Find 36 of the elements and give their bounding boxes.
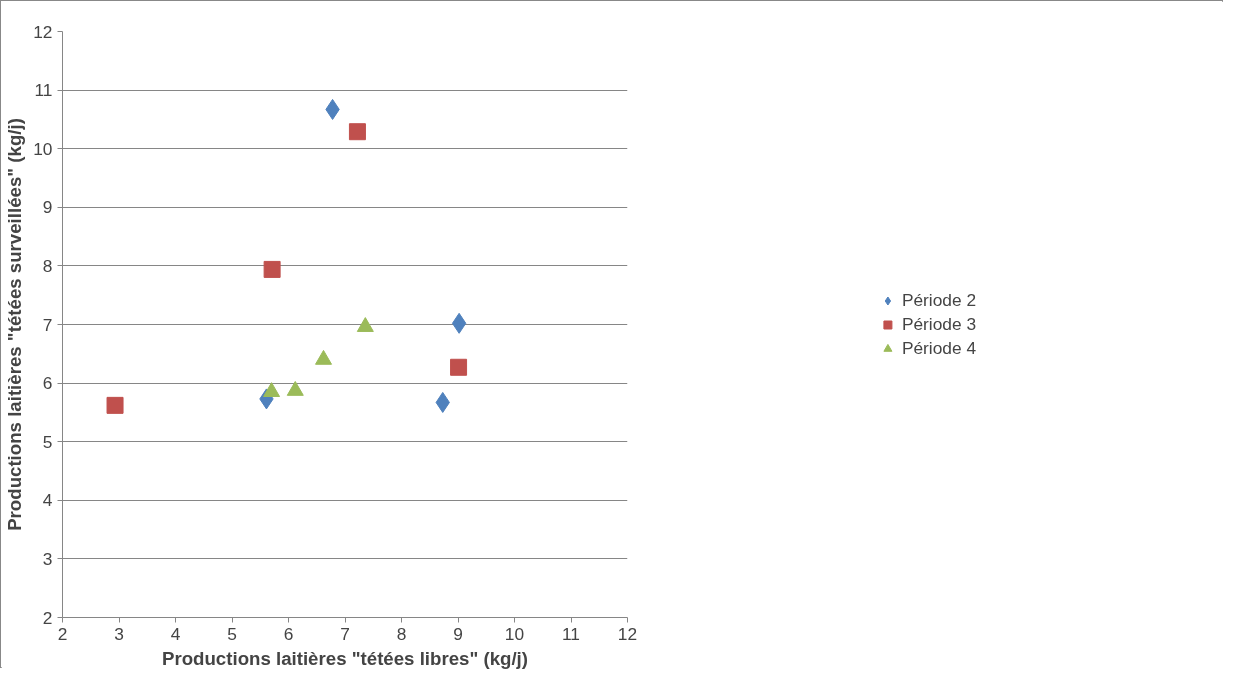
point [348,123,366,141]
y-tick-label: 8 [42,255,53,276]
point [450,358,468,376]
y-tick-label: 11 [34,80,53,101]
point [451,312,467,334]
x-tick-label: 7 [340,623,350,644]
point [356,317,374,332]
point [263,260,281,278]
point [106,396,124,414]
x-axis-title: Productions laitières "tétées libres" (kg/j) [161,647,529,669]
x-tick-label: 3 [114,623,124,644]
point [263,382,281,398]
y-tick-label: 5 [42,431,53,452]
x-tick-label: 11 [562,623,581,644]
point [286,380,304,396]
legend-label: Période 2 [901,289,977,311]
legend-label: Période 4 [901,337,977,359]
y-tick-label: 7 [42,314,53,335]
point [315,349,333,365]
x-tick-label: 9 [453,623,463,644]
x-tick-label: 10 [504,623,525,644]
x-tick-label: 12 [617,623,638,644]
y-axis-title: Productions laitières "tétées surveillées" (kg/j) [4,118,26,531]
y-tick-label: 3 [42,548,53,569]
x-tick-label: 6 [283,623,294,644]
y-tick-label: 10 [33,138,53,159]
y-tick-label: 12 [33,21,53,42]
x-tick-label: 2 [57,623,68,644]
x-tick-label: 5 [227,623,237,644]
y-tick-label: 4 [42,490,53,511]
y-tick-label: 2 [42,607,53,628]
legend-label: Période 3 [901,313,977,335]
x-tick-label: 4 [170,623,181,644]
x-tick-label: 8 [396,623,407,644]
y-tick-label: 6 [42,373,53,394]
y-tick-label: 9 [42,197,53,218]
